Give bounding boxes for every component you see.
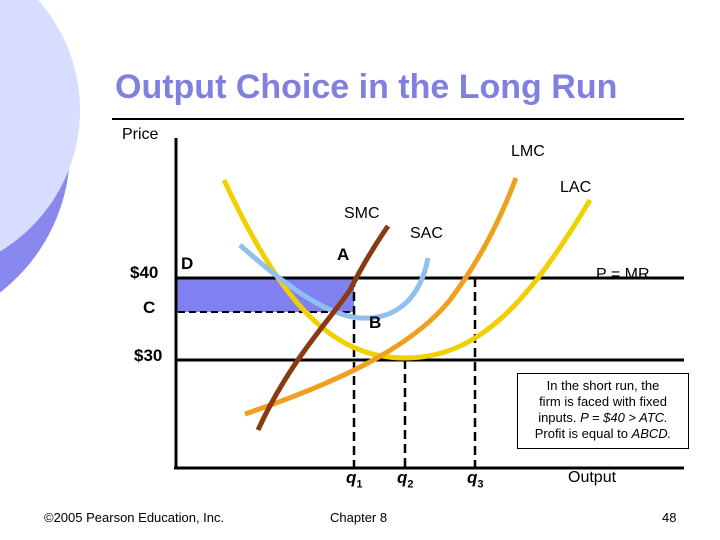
sac-curve [238, 243, 431, 321]
q1-label: q1 [346, 468, 363, 491]
slide-title: Output Choice in the Long Run [115, 68, 618, 106]
y-axis-label: Price [122, 126, 159, 143]
lac-label: LAC [560, 179, 592, 196]
point-label-b: B [369, 313, 382, 332]
title-rule [112, 118, 684, 120]
footer-chapter: Chapter 8 [330, 510, 388, 525]
q2-label: q2 [397, 468, 414, 491]
point-label-d: D [181, 254, 194, 273]
note-line-2: firm is faced with fixed [539, 394, 667, 409]
mr-label: P = MR [596, 266, 650, 283]
page-number: 48 [662, 510, 677, 525]
price-label-30: $30 [134, 346, 163, 365]
footer-copyright: ©2005 Pearson Education, Inc. [44, 510, 225, 525]
sac-label: SAC [410, 225, 443, 242]
note-line-3: inputs. P = $40 > ATC. [538, 410, 668, 425]
smc-label: SMC [344, 205, 380, 222]
lmc-curve [244, 177, 519, 417]
lac-curve [221, 178, 593, 361]
note-line-4: Profit is equal to ABCD. [534, 426, 672, 441]
point-label-a: A [337, 245, 350, 264]
price-label-40: $40 [130, 263, 159, 282]
deco-circle-light [0, 0, 80, 252]
cost-label-c: C [143, 298, 156, 317]
q3-label: q3 [467, 468, 484, 491]
lmc-label: LMC [511, 143, 545, 160]
smc-curve [255, 224, 391, 432]
note-line-1: In the short run, the [546, 378, 660, 393]
explanation-note: In the short run, the firm is faced with… [517, 373, 689, 449]
x-axis-label: Output [568, 469, 617, 486]
